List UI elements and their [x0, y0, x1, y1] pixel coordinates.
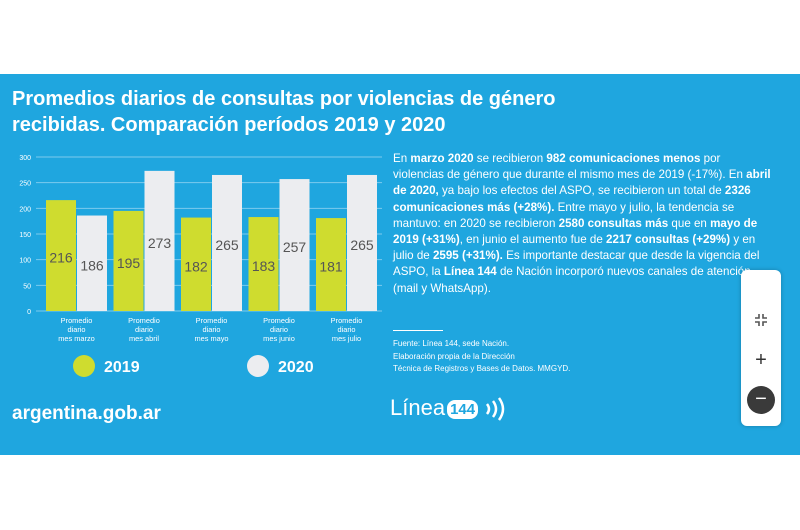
legend-marker-2020	[247, 355, 269, 377]
description-text: En marzo 2020 se recibieron 982 comunica…	[393, 151, 771, 297]
bar-2019	[113, 210, 144, 311]
source-line: Técnica de Registros y Bases de Datos. M…	[393, 364, 571, 373]
bar-value-label: 273	[148, 235, 172, 251]
y-tick-label: 150	[19, 232, 31, 239]
y-tick-label: 0	[27, 309, 31, 316]
bar-2020	[144, 170, 175, 311]
body-text-run: ya bajo los efectos del ASPO, se recibie…	[438, 184, 725, 198]
source-line: Fuente: Línea 144, sede Nación.	[393, 339, 510, 348]
bar-value-label: 181	[319, 259, 343, 275]
category-label: diario	[135, 325, 153, 334]
category-label: diario	[337, 325, 355, 334]
category-label: Promedio	[196, 316, 228, 325]
body-text-run: de Nación incorporó nuevos canales de at…	[393, 265, 751, 295]
body-text-run: , en junio el aumento fue de	[459, 233, 607, 247]
body-text-run: y en julio de	[393, 233, 756, 263]
logo-number: 144	[447, 399, 479, 419]
y-tick-label: 50	[23, 283, 31, 290]
category-label: mes mayo	[194, 334, 228, 343]
category-label: mes marzo	[58, 334, 95, 343]
bar-value-label: 195	[117, 255, 141, 271]
body-text-run: por violencias de género que durante el …	[393, 152, 747, 182]
body-text-run: que en	[668, 216, 711, 230]
category-label: mes abril	[129, 334, 159, 343]
highlight-text: 2595 (+31%).	[432, 249, 503, 263]
category-label: Promedio	[61, 316, 93, 325]
y-tick-label: 100	[19, 258, 31, 265]
source-line: Elaboración propia de la Dirección	[393, 351, 515, 361]
logo-text: Línea	[390, 395, 446, 420]
bar-value-label: 183	[252, 258, 276, 274]
y-tick-label: 200	[19, 206, 31, 213]
legend-marker-2019	[73, 355, 95, 377]
zoom-in-button[interactable]: +	[755, 349, 767, 371]
category-label: diario	[67, 325, 85, 334]
category-label: diario	[270, 325, 288, 334]
highlight-text: abril de 2020,	[393, 168, 771, 198]
map-controls: + −	[741, 270, 781, 426]
y-tick-label: 250	[19, 181, 31, 188]
body-text-run: Es importante destacar que desde la vige…	[393, 249, 760, 279]
highlight-text: 2580 consultas más	[558, 216, 669, 230]
category-label: mes junio	[263, 334, 295, 343]
bar-2020	[347, 174, 377, 311]
body-text-run: Entre mayo y julio, la tendencia se mant…	[393, 200, 735, 230]
bar-2020	[212, 174, 242, 311]
legend-label: 2019	[104, 359, 140, 376]
category-label: Promedio	[331, 316, 363, 325]
bar-value-label: 265	[350, 237, 374, 253]
highlight-text: marzo 2020	[410, 152, 474, 165]
highlight-text: 2217 consultas (+29%)	[606, 233, 731, 247]
bar-value-label: 265	[215, 237, 239, 253]
highlight-text: Línea 144	[443, 265, 497, 279]
bar-value-label: 257	[283, 239, 307, 255]
infographic-title: Promedios diarios de consultas por viole…	[12, 88, 556, 136]
zoom-out-button[interactable]: −	[747, 386, 775, 414]
bar-2019	[46, 200, 76, 311]
body-text-run: En	[393, 152, 411, 165]
highlight-text: mayo de 2019 (+31%)	[393, 216, 758, 247]
bar-2020	[77, 215, 107, 311]
category-label: diario	[202, 325, 220, 334]
compress-icon[interactable]	[747, 306, 775, 334]
legend-label: 2020	[278, 359, 314, 376]
bar-value-label: 216	[49, 250, 73, 266]
bar-2019	[181, 217, 211, 311]
bar-2019	[248, 217, 279, 311]
separator-line	[393, 330, 443, 331]
sources-block: Fuente: Línea 144, sede Nación. Elaborac…	[393, 338, 570, 376]
site-url: argentina.gob.ar	[12, 403, 161, 424]
bar-2019	[316, 218, 346, 311]
body-text-run: se recibieron	[473, 152, 547, 165]
highlight-text: 2326 comunicaciones más (+28%).	[393, 184, 751, 214]
bar-value-label: 182	[184, 258, 208, 274]
bar-value-label: 186	[80, 257, 104, 273]
bar-2020	[279, 179, 310, 311]
category-label: mes julio	[332, 334, 361, 343]
category-label: Promedio	[128, 316, 160, 325]
highlight-text: 982 comunicaciones menos	[546, 152, 701, 165]
y-tick-label: 300	[19, 155, 31, 162]
sound-waves-icon	[486, 397, 505, 421]
category-label: Promedio	[263, 316, 295, 325]
linea-144-logo: Línea 144	[390, 395, 510, 421]
